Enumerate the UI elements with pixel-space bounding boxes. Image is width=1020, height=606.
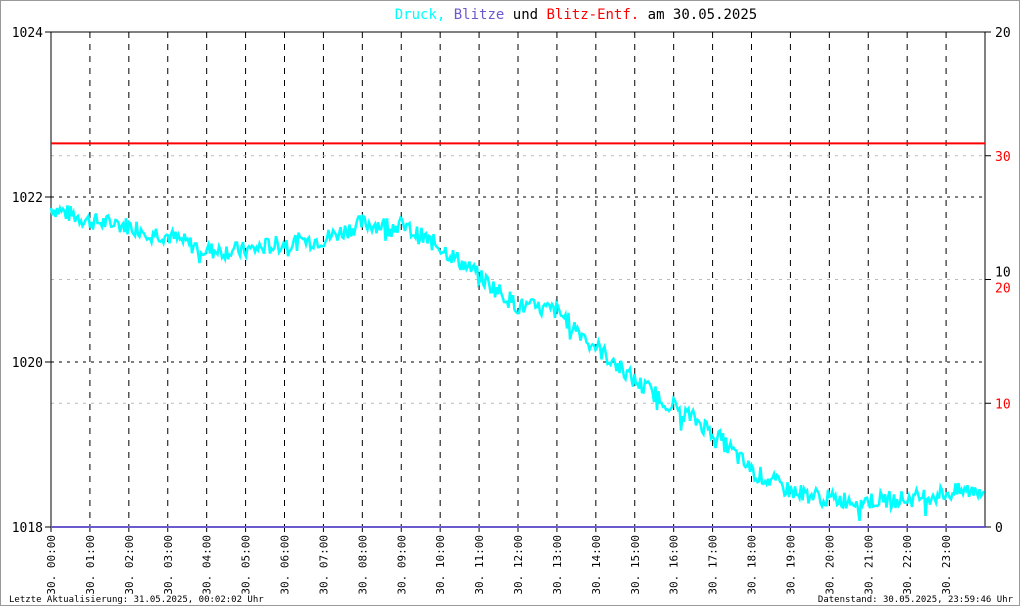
y-left-tick-label: 1024	[12, 26, 43, 41]
chart-title: Druck, Blitze und Blitz-Entf. am 30.05.2…	[395, 7, 757, 23]
x-tick-label: 30. 06:00	[279, 535, 292, 595]
x-tick-label: 30. 16:00	[668, 535, 681, 595]
x-tick-label: 30. 14:00	[590, 535, 603, 595]
x-tick-label: 30. 20:00	[823, 535, 836, 595]
x-tick-label: 30. 13:00	[551, 535, 564, 595]
x-tick-label: 30. 11:00	[473, 535, 486, 595]
title-part: am 30.05.2025	[639, 7, 757, 23]
y-left-tick-label: 1022	[12, 191, 43, 206]
title-part: Druck,	[395, 7, 446, 23]
title-part: Blitz-Entf.	[538, 7, 639, 23]
y-right-tick-label: 10	[995, 266, 1011, 281]
y-right-red-tick-label: 20	[995, 282, 1011, 297]
x-tick-label: 30. 09:00	[395, 535, 408, 595]
x-tick-label: 30. 04:00	[201, 535, 214, 595]
x-tick-label: 30. 02:00	[123, 535, 136, 595]
title-part: und	[504, 7, 538, 23]
footer-data-status: Datenstand: 30.05.2025, 23:59:46 Uhr	[818, 595, 1014, 605]
x-tick-label: 30. 10:00	[434, 535, 447, 595]
x-tick-label: 30. 05:00	[240, 535, 253, 595]
x-tick-label: 30. 12:00	[512, 535, 525, 595]
x-tick-label: 30. 22:00	[901, 535, 914, 595]
y-left-tick-label: 1020	[12, 356, 43, 371]
x-tick-label: 30. 23:00	[940, 535, 953, 595]
x-tick-label: 30. 07:00	[317, 535, 330, 595]
footer-last-update: Letzte Aktualisierung: 31.05.2025, 00:02…	[9, 595, 264, 605]
y-left-tick-label: 1018	[12, 521, 43, 536]
x-tick-label: 30. 17:00	[707, 535, 720, 595]
x-tick-label: 30. 03:00	[162, 535, 175, 595]
y-right-red-tick-label: 10	[995, 397, 1011, 412]
y-right-red-tick-label: 30	[995, 150, 1011, 165]
x-tick-label: 30. 15:00	[629, 535, 642, 595]
x-tick-label: 30. 19:00	[784, 535, 797, 595]
x-tick-label: 30. 01:00	[84, 535, 97, 595]
x-tick-label: 30. 00:00	[45, 535, 58, 595]
series-druck	[49, 203, 986, 521]
y-right-tick-label: 0	[995, 521, 1003, 536]
x-tick-label: 30. 21:00	[862, 535, 875, 595]
x-tick-label: 30. 18:00	[746, 535, 759, 595]
title-part: Blitze	[445, 7, 504, 23]
x-tick-label: 30. 08:00	[356, 535, 369, 595]
y-right-tick-label: 20	[995, 26, 1011, 41]
